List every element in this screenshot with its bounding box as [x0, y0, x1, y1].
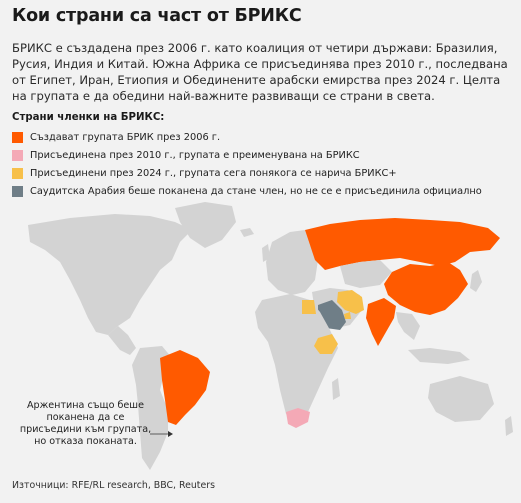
legend-item-founders: Създават групата БРИК през 2006 г.: [12, 128, 512, 146]
legend-swatch-2024: [12, 167, 23, 179]
map-indonesia: [408, 348, 470, 364]
legend-label-2024: Присъединени през 2024 г., групата сега …: [30, 167, 397, 179]
map-brazil: [160, 350, 210, 425]
legend-label-founders: Създават групата БРИК през 2006 г.: [30, 131, 221, 143]
map-iran: [337, 290, 364, 314]
legend-swatch-invited: [12, 185, 23, 197]
legend: Създават групата БРИК през 2006 г. Присъ…: [12, 128, 512, 200]
map-ethiopia: [314, 334, 338, 354]
map-russia: [305, 218, 500, 270]
map-north-america: [28, 214, 192, 335]
intro-text: БРИКС е създадена през 2006 г. като коал…: [12, 41, 508, 103]
legend-swatch-2010: [12, 149, 23, 161]
map-china: [384, 262, 468, 315]
page-title: Кои страни са част от БРИКС: [12, 6, 302, 26]
legend-swatch-founders: [12, 131, 23, 143]
map-uae: [344, 312, 351, 319]
map-south-africa: [286, 408, 310, 428]
legend-heading: Страни членки на БРИКС:: [12, 112, 165, 123]
map-uk: [262, 244, 270, 262]
argentina-note: Аржентина също беше поканена да се присъ…: [19, 400, 152, 447]
legend-item-invited: Саудитска Арабия беше поканена да стане …: [12, 182, 512, 200]
map-australia: [428, 376, 494, 422]
map-madagascar: [332, 378, 340, 400]
sources: Източници: RFE/RL research, BBC, Reuters: [12, 480, 215, 491]
map-southeast-asia: [396, 312, 420, 340]
legend-label-invited: Саудитска Арабия беше поканена да стане …: [30, 185, 482, 197]
map-india: [366, 298, 396, 346]
map-central-asia: [340, 260, 392, 288]
map-europe: [266, 230, 318, 295]
legend-label-2010: Присъединена през 2010 г., групата е пре…: [30, 149, 360, 161]
annotation-arrow-head: [168, 431, 173, 437]
map-egypt: [302, 300, 316, 314]
map-iceland: [240, 228, 254, 237]
legend-item-2024: Присъединени през 2024 г., групата сега …: [12, 164, 512, 182]
map-central-america: [108, 326, 136, 355]
map-africa: [255, 294, 338, 422]
map-greenland: [175, 202, 236, 248]
world-map: [28, 202, 513, 470]
legend-item-2010: Присъединена през 2010 г., групата е пре…: [12, 146, 512, 164]
map-japan: [470, 270, 482, 292]
map-new-zealand: [505, 416, 513, 436]
